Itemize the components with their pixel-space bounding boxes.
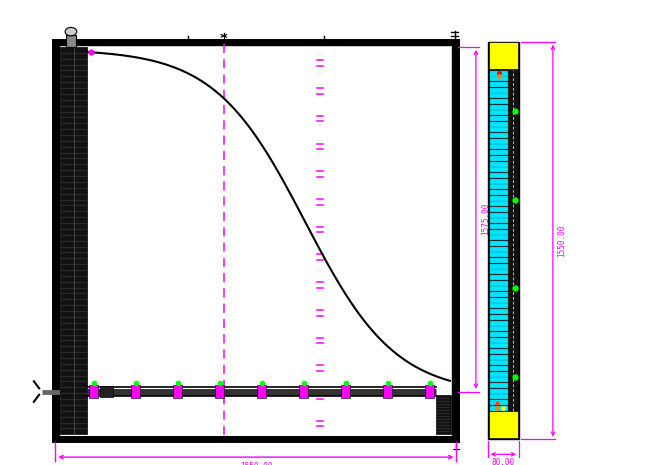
Bar (490, 377, 509, 382)
Bar (490, 219, 509, 223)
Bar (100, 386, 113, 397)
Bar (490, 110, 509, 115)
Bar (490, 275, 509, 280)
Bar (436, 395, 451, 434)
Bar (490, 105, 509, 110)
Bar (490, 309, 509, 314)
Bar (341, 385, 350, 398)
Bar (490, 389, 509, 394)
Bar (55, 42, 456, 439)
Bar (490, 326, 509, 331)
Bar (490, 201, 509, 206)
Bar (490, 315, 509, 320)
Bar (490, 304, 509, 308)
Bar (490, 156, 509, 161)
Bar (490, 355, 509, 359)
Bar (490, 264, 509, 269)
Bar (173, 385, 183, 398)
Bar (490, 400, 509, 405)
Bar (490, 343, 509, 348)
Text: 80.00: 80.00 (492, 458, 515, 465)
Bar (490, 241, 509, 246)
Bar (490, 247, 509, 252)
Bar (490, 76, 509, 81)
Bar (490, 88, 509, 93)
Bar (490, 383, 509, 388)
Bar (490, 320, 509, 326)
Bar (490, 258, 509, 263)
Bar (66, 35, 76, 47)
Bar (489, 412, 518, 438)
Bar (490, 161, 509, 166)
Bar (490, 235, 509, 240)
Bar (490, 224, 509, 229)
Bar (490, 150, 509, 155)
Bar (490, 298, 509, 303)
Bar (490, 269, 509, 274)
Bar (490, 93, 509, 99)
Bar (490, 116, 509, 121)
Bar (490, 173, 509, 178)
Bar (299, 385, 308, 398)
Bar (60, 47, 87, 434)
Bar (490, 394, 509, 399)
Bar (490, 360, 509, 365)
Bar (490, 406, 509, 411)
Bar (490, 184, 509, 189)
Bar (490, 190, 509, 195)
Bar (490, 372, 509, 377)
Bar (490, 139, 509, 144)
Text: 1550.00: 1550.00 (557, 225, 567, 257)
Bar (490, 99, 509, 104)
Bar (490, 167, 509, 172)
Bar (383, 385, 393, 398)
Bar (490, 207, 509, 212)
Bar (490, 145, 509, 149)
Bar (490, 292, 509, 297)
Bar (488, 42, 519, 439)
Bar (490, 286, 509, 292)
Bar (89, 385, 98, 398)
Bar (425, 385, 434, 398)
Bar (490, 196, 509, 200)
Bar (490, 230, 509, 235)
Bar (59, 45, 452, 437)
Bar (490, 122, 509, 127)
Bar (490, 133, 509, 138)
Bar (257, 385, 266, 398)
Bar (490, 71, 509, 76)
Bar (490, 332, 509, 337)
Bar (490, 213, 509, 218)
Text: 1575.00: 1575.00 (481, 203, 490, 235)
Bar (131, 385, 140, 398)
Bar (490, 179, 509, 184)
Bar (215, 385, 224, 398)
Bar (490, 127, 509, 133)
Bar (490, 281, 509, 286)
Bar (489, 42, 518, 69)
Circle shape (65, 27, 77, 36)
Bar (490, 338, 509, 343)
Bar (490, 252, 509, 258)
Bar (490, 366, 509, 371)
Bar (490, 82, 509, 87)
Bar (490, 349, 509, 354)
Text: 1550.00: 1550.00 (240, 462, 272, 465)
